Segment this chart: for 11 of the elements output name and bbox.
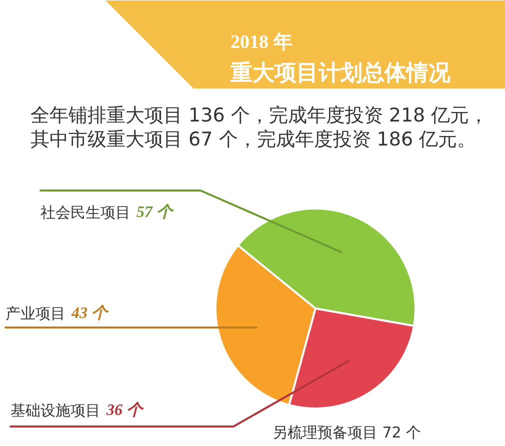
slice-label: 社会民生项目 [40, 204, 130, 222]
text: 全年铺排重大项目 136 个，完成年度投资 218 亿元， [30, 104, 488, 126]
data-label: 36 个 [106, 401, 144, 419]
text: 另梳理预备项目 72 个 [272, 424, 422, 442]
slice-label: 基础设施项目 [10, 402, 100, 420]
data-label: 43 个 [70, 304, 110, 322]
chart-subtitle: 重大项目计划总体情况 [230, 60, 452, 85]
text: 其中市级重大项目 67 个，完成年度投资 186 亿元。 [30, 128, 476, 150]
slice-label: 产业项目 [6, 304, 66, 322]
chart-title: 2018 年 [230, 32, 292, 53]
data-label: 57 个 [136, 203, 174, 221]
